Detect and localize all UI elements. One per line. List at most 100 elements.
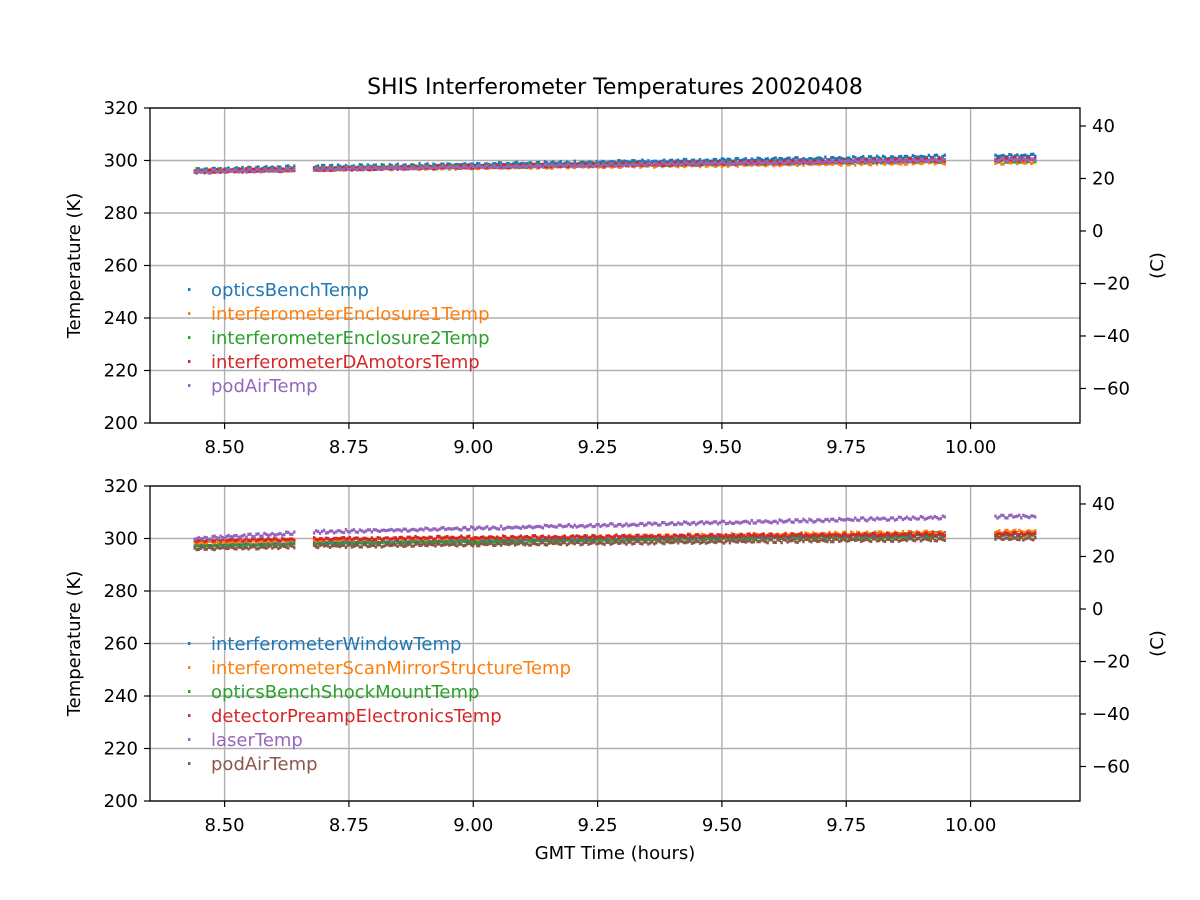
data-point <box>704 537 708 541</box>
data-point <box>893 533 897 537</box>
data-point <box>814 159 817 163</box>
data-point <box>670 537 674 541</box>
data-point <box>764 157 767 161</box>
data-point <box>931 536 934 540</box>
data-point <box>881 161 885 166</box>
data-point <box>257 540 260 545</box>
data-point <box>541 534 545 538</box>
data-point <box>875 539 879 543</box>
data-point <box>812 533 815 537</box>
data-point <box>627 524 630 528</box>
data-point <box>372 163 375 167</box>
legend-label: podAirTemp <box>211 376 318 397</box>
data-point <box>495 538 499 542</box>
data-point <box>855 160 859 164</box>
data-point <box>601 541 604 546</box>
data-point <box>810 540 813 544</box>
data-point <box>597 535 600 539</box>
data-point <box>406 165 409 169</box>
data-point <box>768 160 771 164</box>
data-point <box>830 535 833 539</box>
data-point <box>454 165 457 169</box>
data-point <box>438 534 441 539</box>
data-point <box>754 162 757 166</box>
data-point <box>593 537 596 542</box>
data-point <box>806 533 809 537</box>
data-point <box>943 515 946 519</box>
data-point <box>768 161 771 166</box>
data-point <box>609 161 612 166</box>
data-point <box>589 162 592 166</box>
data-point <box>1032 532 1035 536</box>
data-point <box>863 160 867 164</box>
data-point <box>764 164 767 168</box>
data-point <box>927 531 931 535</box>
data-point <box>346 536 350 541</box>
data-point <box>480 541 483 546</box>
data-point <box>1032 157 1035 161</box>
data-point <box>923 517 927 521</box>
data-point <box>1004 159 1007 163</box>
legend-label: podAirTemp <box>211 754 318 775</box>
data-point <box>408 542 411 546</box>
data-point <box>382 540 385 544</box>
data-point <box>869 163 873 167</box>
data-point <box>372 165 375 170</box>
data-point <box>285 168 288 172</box>
data-point <box>710 160 714 164</box>
data-point <box>712 540 716 544</box>
data-point <box>909 533 913 538</box>
data-point <box>420 537 423 541</box>
data-point <box>690 535 694 539</box>
data-point <box>517 526 521 530</box>
y-tick-label: 320 <box>104 98 138 119</box>
data-point <box>943 158 946 162</box>
data-point <box>688 539 692 543</box>
data-point <box>647 534 650 539</box>
data-point <box>563 534 566 539</box>
y-right-tick-label: 40 <box>1092 116 1115 137</box>
data-point <box>513 536 517 540</box>
data-point <box>897 159 901 163</box>
data-point <box>283 537 286 541</box>
data-point <box>458 541 461 545</box>
data-point <box>881 516 885 520</box>
data-point <box>834 159 837 163</box>
data-point <box>641 521 644 526</box>
data-point <box>503 526 507 531</box>
data-point <box>720 162 724 166</box>
data-point <box>678 536 682 540</box>
data-point <box>774 163 777 167</box>
data-point <box>511 538 515 542</box>
data-point <box>478 544 481 548</box>
data-point <box>501 527 505 531</box>
data-point <box>828 535 831 539</box>
data-point <box>571 534 574 538</box>
data-point <box>547 164 551 168</box>
data-point <box>790 535 793 539</box>
data-point <box>533 162 537 166</box>
data-point <box>227 538 230 542</box>
data-point <box>774 534 777 538</box>
data-point <box>237 542 240 546</box>
data-point <box>340 538 344 542</box>
y-right-tick-label: 20 <box>1092 168 1115 189</box>
data-point <box>859 533 863 537</box>
data-point <box>418 168 421 172</box>
data-point <box>360 163 364 167</box>
data-point <box>915 155 919 159</box>
data-point <box>543 539 547 543</box>
data-point <box>726 535 730 539</box>
data-point <box>342 168 346 172</box>
data-point <box>688 536 692 540</box>
data-point <box>792 520 795 524</box>
data-point <box>728 534 732 538</box>
data-point <box>493 536 497 540</box>
data-point <box>448 526 451 531</box>
data-point <box>261 545 264 549</box>
data-point <box>418 543 421 548</box>
data-point <box>241 168 244 173</box>
data-point <box>619 535 622 539</box>
data-point <box>788 156 791 160</box>
data-point <box>404 541 407 545</box>
